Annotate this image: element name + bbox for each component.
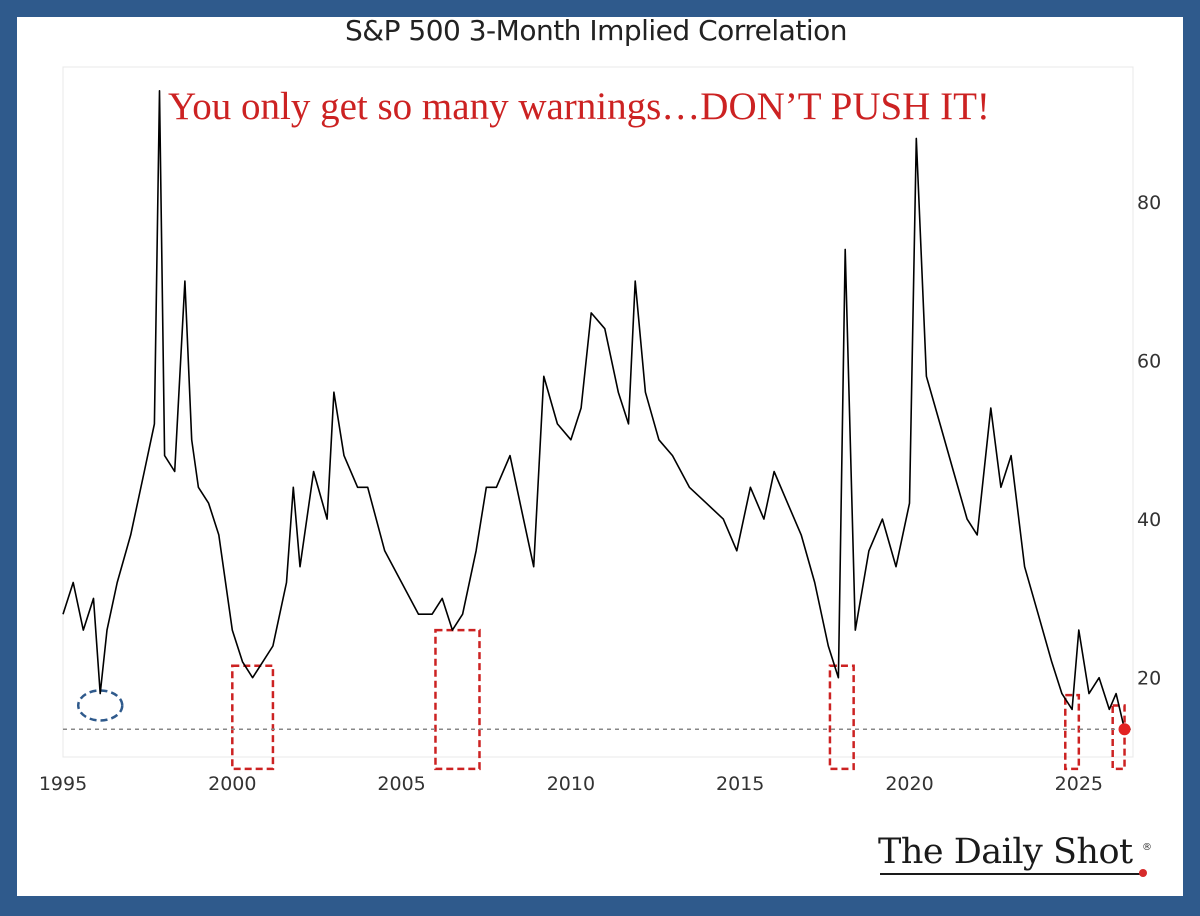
brand-logo-text: The Daily Shot [878,832,1133,872]
brand-registered-mark: ® [1142,842,1152,853]
highlight-rect-5 [1111,704,1126,771]
highlight-markers [76,628,1126,771]
chart-title: S&P 500 3-Month Implied Correlation [345,14,847,47]
highlight-rect-2 [434,628,481,771]
x-axis-ticks: 1995 2000 2005 2010 2015 2020 2025 [39,773,1103,795]
highlight-rect-1 [231,664,275,771]
x-tick-label-2020: 2020 [885,773,933,795]
latest-value-dot [1118,723,1131,736]
x-tick-label-2005: 2005 [377,773,425,795]
x-tick-label-1995: 1995 [39,773,87,795]
x-tick-label-2010: 2010 [547,773,595,795]
y-tick-label-60: 60 [1137,350,1161,372]
brand-underline [880,873,1142,875]
series-line-implied-correlation [62,90,1126,730]
brand-red-dot [1139,869,1147,877]
x-tick-label-2000: 2000 [208,773,256,795]
y-tick-label-80: 80 [1137,192,1161,214]
chart-frame [17,17,1183,896]
highlight-rect-4 [1064,693,1081,771]
x-tick-label-2015: 2015 [716,773,764,795]
highlight-ellipse-0 [76,689,124,722]
annotation-text: You only get so many warnings…DON’T PUSH… [168,85,990,128]
plot-area [62,66,1134,758]
x-tick-label-2025: 2025 [1055,773,1103,795]
y-axis-ticks: 20 40 60 80 [1137,192,1161,690]
y-tick-label-20: 20 [1137,668,1161,690]
highlight-rect-3 [828,664,855,771]
y-tick-label-40: 40 [1137,509,1161,531]
